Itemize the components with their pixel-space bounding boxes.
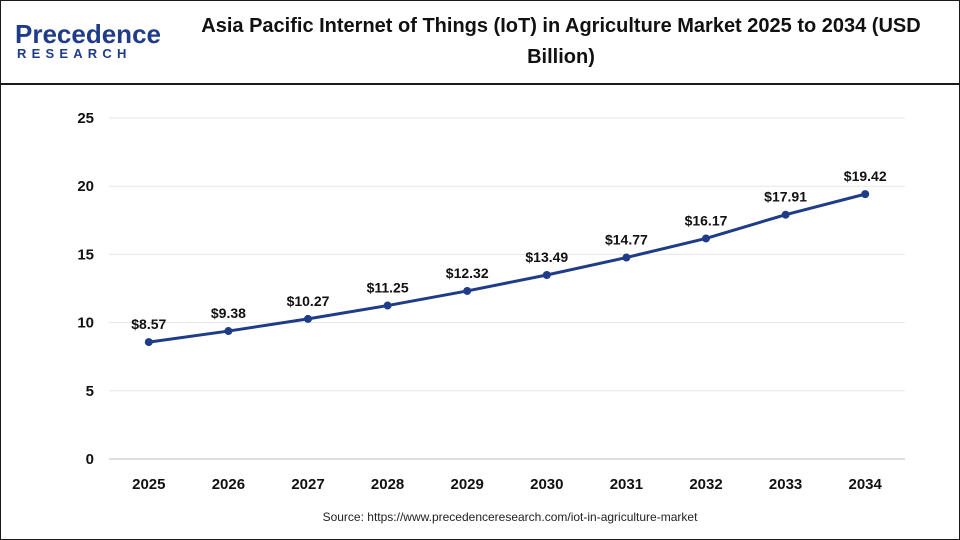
data-point bbox=[781, 210, 790, 219]
x-tick-label: 2032 bbox=[689, 476, 722, 493]
data-point bbox=[622, 253, 631, 262]
x-tick-label: 2033 bbox=[769, 476, 802, 493]
data-point bbox=[304, 314, 312, 323]
x-tick-label: 2027 bbox=[291, 476, 324, 493]
x-tick-label: 2030 bbox=[530, 476, 563, 493]
data-point bbox=[144, 338, 153, 347]
x-tick-label: 2029 bbox=[451, 476, 484, 493]
x-tick-label: 2026 bbox=[212, 476, 245, 493]
data-label: $17.91 bbox=[764, 189, 807, 205]
data-point bbox=[542, 270, 551, 279]
logo-subtitle: RESEARCH bbox=[17, 46, 132, 61]
chart-title: Asia Pacific Internet of Things (IoT) in… bbox=[201, 15, 921, 68]
data-label: $12.32 bbox=[446, 265, 489, 281]
y-tick-label: 5 bbox=[86, 383, 94, 400]
y-tick-label: 10 bbox=[77, 315, 94, 332]
data-point bbox=[463, 286, 472, 295]
x-tick-label: 2031 bbox=[610, 476, 643, 493]
y-tick-label: 0 bbox=[86, 451, 94, 468]
data-label: $9.38 bbox=[211, 305, 246, 321]
data-label: $11.25 bbox=[367, 280, 409, 296]
data-point bbox=[383, 301, 392, 310]
y-tick-label: 20 bbox=[77, 178, 94, 195]
data-point bbox=[861, 190, 870, 199]
data-point bbox=[702, 234, 710, 243]
precedence-research-logo: Precedence RESEARCH bbox=[15, 21, 165, 65]
x-tick-label: 2034 bbox=[849, 476, 883, 493]
header: Precedence RESEARCH Asia Pacific Interne… bbox=[1, 1, 959, 85]
data-point bbox=[224, 327, 233, 336]
series-line bbox=[148, 192, 866, 344]
data-label: $16.17 bbox=[685, 212, 728, 228]
data-label: $8.57 bbox=[131, 316, 166, 332]
x-tick-label: 2028 bbox=[371, 476, 404, 493]
data-label: $14.77 bbox=[605, 232, 648, 248]
y-tick-label: 25 bbox=[77, 110, 94, 127]
x-tick-label: 2025 bbox=[132, 476, 165, 493]
source-note: Source: https://www.precedenceresearch.c… bbox=[322, 510, 698, 524]
data-label: $19.42 bbox=[844, 168, 887, 184]
data-label: $10.27 bbox=[287, 293, 330, 309]
y-tick-label: 15 bbox=[77, 246, 94, 263]
data-label: $13.49 bbox=[525, 249, 568, 265]
logo-wordmark: Precedence bbox=[15, 19, 161, 49]
